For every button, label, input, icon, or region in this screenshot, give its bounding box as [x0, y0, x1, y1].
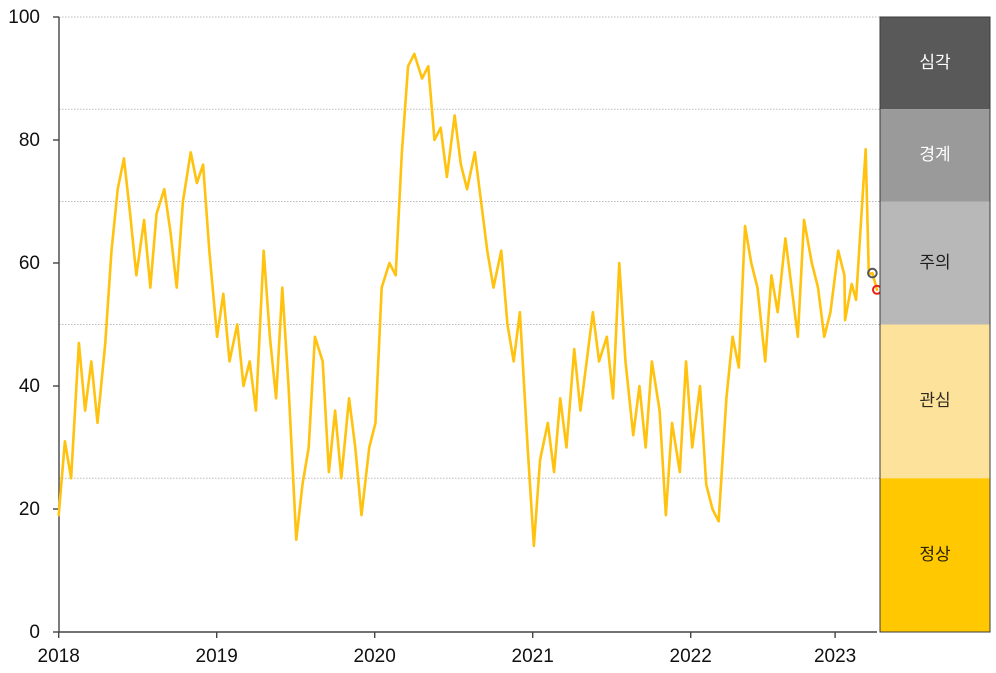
svg-text:100: 100	[8, 7, 40, 28]
svg-text:60: 60	[19, 253, 40, 274]
svg-text:0: 0	[29, 622, 40, 643]
svg-text:2022: 2022	[670, 646, 712, 667]
svg-text:경계: 경계	[919, 145, 950, 164]
svg-text:심각: 심각	[919, 53, 951, 72]
svg-text:2021: 2021	[512, 646, 554, 667]
svg-text:주의: 주의	[919, 253, 950, 272]
svg-text:20: 20	[19, 499, 40, 520]
svg-text:2023: 2023	[814, 646, 856, 667]
svg-text:2018: 2018	[38, 646, 80, 667]
svg-text:80: 80	[19, 130, 40, 151]
svg-text:정상: 정상	[919, 545, 951, 564]
svg-text:2019: 2019	[196, 646, 238, 667]
svg-text:2020: 2020	[354, 646, 396, 667]
svg-text:40: 40	[19, 376, 40, 397]
svg-text:관심: 관심	[919, 391, 950, 410]
